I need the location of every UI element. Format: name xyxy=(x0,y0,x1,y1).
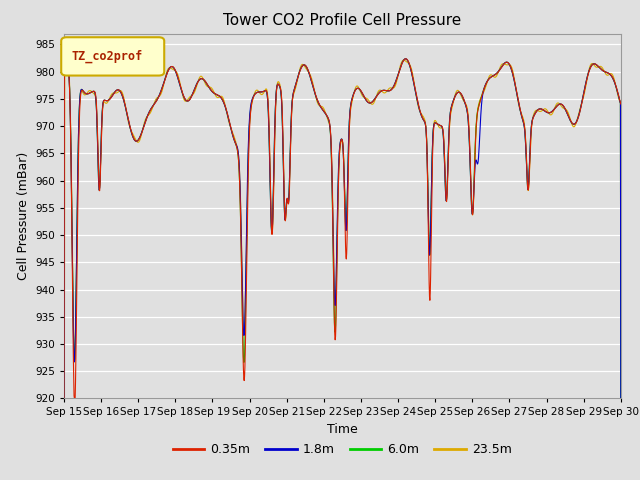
Legend: 0.35m, 1.8m, 6.0m, 23.5m: 0.35m, 1.8m, 6.0m, 23.5m xyxy=(168,438,517,461)
FancyBboxPatch shape xyxy=(61,37,164,75)
Y-axis label: Cell Pressure (mBar): Cell Pressure (mBar) xyxy=(17,152,29,280)
Title: Tower CO2 Profile Cell Pressure: Tower CO2 Profile Cell Pressure xyxy=(223,13,461,28)
X-axis label: Time: Time xyxy=(327,423,358,436)
Text: TZ_co2prof: TZ_co2prof xyxy=(71,50,143,63)
